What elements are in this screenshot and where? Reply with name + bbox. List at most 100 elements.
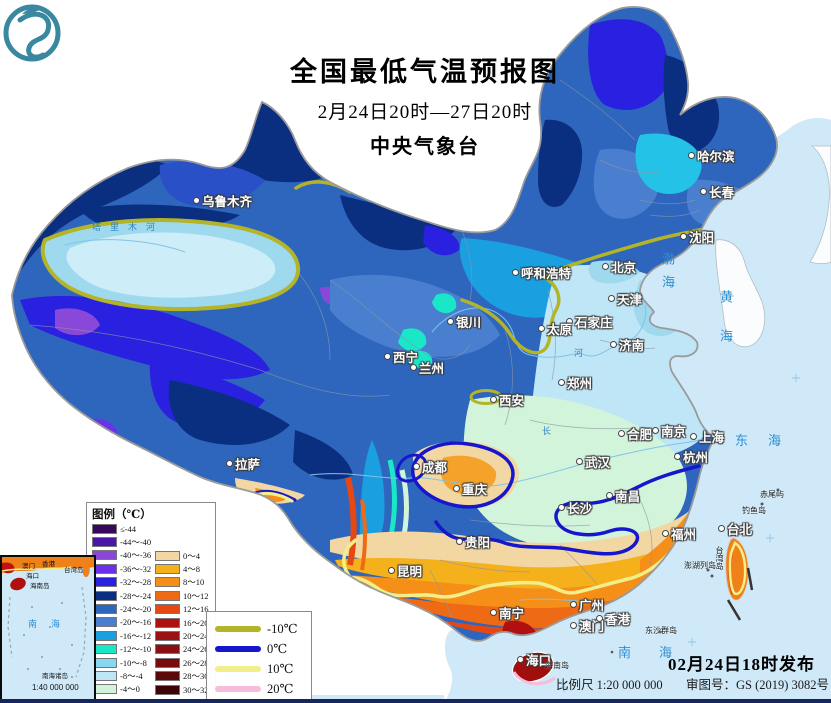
inset-map-graphic: [2, 557, 94, 678]
legend-warm-row: 16～20: [155, 616, 209, 629]
legend-warm-row: 4～8: [155, 562, 209, 575]
legend-range-label: 20～24: [183, 631, 209, 642]
legend-range-label: -8～-4: [120, 670, 143, 681]
legend-range-label: -28～-24: [120, 590, 152, 601]
inset-label: 海口: [26, 573, 39, 580]
legend-range-label: -10～-8: [120, 657, 147, 668]
legend-cold-row: -12～-10: [92, 643, 151, 656]
legend-color-swatch: [92, 523, 117, 534]
legend-color-swatch: [155, 671, 180, 682]
contour-line-label: 20℃: [267, 682, 294, 696]
inset-label: 南海: [28, 619, 75, 629]
south-china-sea-inset-map: 澳门 香港台湾岛海口海南岛南海南海诸岛 1:40 000 000: [0, 555, 96, 703]
inset-label: 澳门: [22, 563, 35, 570]
legend-color-swatch: [155, 577, 180, 588]
legend-range-label: -4～0: [120, 684, 140, 695]
legend-color-swatch: [155, 564, 180, 575]
legend-title: 图例（℃）: [92, 509, 152, 521]
legend-range-label: 0～4: [183, 550, 201, 561]
contour-line-swatch: [215, 686, 261, 692]
legend-range-label: -44～-40: [120, 537, 152, 548]
legend-cold-row: -28～-24: [92, 589, 151, 602]
legend-warm-row: 26～28: [155, 656, 209, 669]
legend-cold-row: -24～-20: [92, 602, 151, 615]
legend-range-label: 10～12: [183, 590, 209, 601]
contour-line-swatch: [215, 626, 261, 632]
contour-legend-row: -10℃: [215, 619, 311, 639]
page-title: 全国最低气温预报图: [290, 57, 560, 87]
legend-range-label: 26～28: [183, 657, 209, 668]
legend-range-label: -36～-32: [120, 563, 152, 574]
legend-warm-row: 10～12: [155, 589, 209, 602]
legend-range-label: ≤-44: [120, 523, 136, 534]
legend-cold-row: -8～-4: [92, 669, 151, 682]
legend-cold-row: ≤-44: [92, 522, 151, 535]
contour-line-swatch: [215, 666, 261, 672]
legend-warm-row: 8～10: [155, 576, 209, 589]
legend-cold-row: -40～-36: [92, 549, 151, 562]
legend-warm-row: 28～30: [155, 670, 209, 683]
release-time: 02月24日18时发布: [668, 655, 815, 674]
map-title-block: 全国最低气温预报图 2月24日20时—27日20时 中央气象台: [240, 50, 610, 159]
legend-color-swatch: [155, 550, 180, 561]
legend-range-label: 4～8: [183, 564, 201, 575]
contour-legend-row: 20℃: [215, 679, 311, 699]
legend-range-label: -40～-36: [120, 550, 152, 561]
japan-landmass: [809, 145, 831, 264]
inset-label: 台湾岛: [64, 567, 84, 574]
contour-line-legend: -10℃ 0℃ 10℃ 20℃: [206, 611, 312, 702]
inset-label: 1:40 000 000: [32, 683, 79, 692]
legend-range-label: -32～-28: [120, 577, 152, 588]
small-islands: [610, 488, 780, 654]
legend-cold-row: -32～-28: [92, 576, 151, 589]
legend-color-swatch: [155, 604, 180, 615]
china-border-outline: [11, 6, 778, 642]
legend-range-label: 30～32: [183, 684, 209, 695]
cma-logo-icon: [3, 4, 61, 62]
taiwan-island: [725, 537, 749, 601]
map-scale: 比例尺 1:20 000 000: [556, 678, 663, 692]
contour-line-label: 0℃: [267, 642, 288, 656]
legend-warm-row: 20～24: [155, 629, 209, 642]
legend-color-swatch: [92, 537, 117, 548]
inset-label: 海南岛: [30, 583, 50, 590]
contour-legend-row: 0℃: [215, 639, 311, 659]
legend-color-swatch: [155, 590, 180, 601]
agency-name: 中央气象台: [370, 136, 480, 158]
approval-number: 审图号：GS (2019) 3082号: [686, 678, 830, 692]
legend-range-label: 28～30: [183, 671, 209, 682]
contour-line-label: -10℃: [267, 622, 298, 636]
legend-warm-row: 12～16: [155, 603, 209, 616]
legend-cold-row: -10～-8: [92, 656, 151, 669]
forecast-period: 2月24日20时—27日20时: [317, 102, 533, 123]
legend-cold-row: -36～-32: [92, 562, 151, 575]
legend-range-label: 12～16: [183, 604, 209, 615]
legend-warm-column: 0～4 4～8 8～10 10～12 12～16 16～20 20～24 24～26 26～28…: [155, 549, 209, 696]
temperature-legend: 图例（℃） ≤-44 -44～-40 -40～-36 -36～-32 -32～-28 -2…: [86, 502, 216, 702]
inset-label: 南海诸岛: [42, 673, 68, 680]
legend-color-swatch: [155, 644, 180, 655]
legend-color-swatch: [155, 684, 180, 695]
inset-label: 香港: [42, 561, 55, 568]
contour-line-label: 10℃: [267, 662, 294, 676]
korea-landmass: [715, 239, 766, 348]
legend-range-label: -12～-10: [120, 644, 152, 655]
legend-warm-row: 0～4: [155, 549, 209, 562]
legend-color-swatch: [155, 631, 180, 642]
legend-color-swatch: [155, 657, 180, 668]
legend-cold-row: -16～-12: [92, 629, 151, 642]
legend-range-label: -16～-12: [120, 630, 152, 641]
legend-cold-row: -4～0: [92, 683, 151, 696]
contour-line-swatch: [215, 646, 261, 652]
legend-range-label: 24～26: [183, 644, 209, 655]
legend-range-label: 16～20: [183, 617, 209, 628]
legend-range-label: -24～-20: [120, 604, 152, 615]
grid-cross-marks: [560, 292, 800, 692]
legend-cold-row: -44～-40: [92, 535, 151, 548]
legend-cold-column: ≤-44 -44～-40 -40～-36 -36～-32 -32～-28 -28～-24 -…: [92, 522, 151, 696]
contour-legend-row: 10℃: [215, 659, 311, 679]
legend-cold-row: -20～-16: [92, 616, 151, 629]
legend-warm-row: 30～32: [155, 683, 209, 696]
bottom-frame-bar: [0, 699, 831, 703]
